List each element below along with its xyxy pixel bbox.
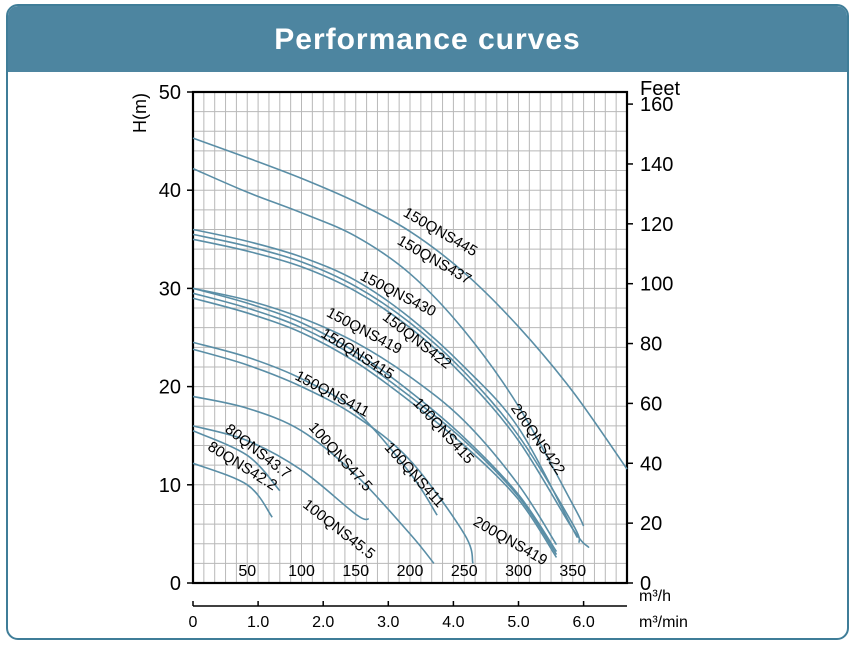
series-line-100qns415 [192,292,558,555]
y2-tick-label: 0 [640,573,651,595]
series-line-100qns411 [192,348,474,564]
series-line-100qns45-5 [192,425,370,521]
chart-frame: Performance curves [6,4,849,640]
y2-tick-label: 20 [640,513,662,535]
y2-tick-label: 80 [640,334,662,356]
series-line-150qns422 [192,233,581,544]
curve-label: 100QNS47.5 [305,419,376,495]
series-line-100qns47-5 [192,395,435,564]
series-line-150qns419 [192,287,558,546]
x2-axis-unit-label: m³/min [639,614,688,631]
y2-tick-label: 40 [640,453,662,475]
plot-frame [191,90,629,585]
series-line-150qns415 [192,287,558,553]
y2-tick-label: 160 [640,94,673,116]
series-line-200qns419 [192,297,558,558]
curve-label: 150QNS411 [292,367,372,420]
x2-tick-label: 2.0 [312,614,334,631]
series-line-150qns437 [192,167,585,527]
x2-tick-label: 0 [189,614,198,631]
curve-label: 100QNS415 [409,395,477,468]
series-line-80qns42-2 [192,462,273,518]
y-tick-label: 50 [159,82,181,104]
y-axis-label: H(m) [130,93,150,133]
series-line-200qns422 [192,238,590,549]
x-tick-label: 150 [342,563,369,580]
curve-label: 100QNS411 [381,439,448,511]
x-tick-label: 250 [451,563,478,580]
series-line-150qns445 [192,137,628,470]
x2-tick-label: 6.0 [572,614,594,631]
curve-label: 200QNS422 [507,401,568,478]
chart-title: Performance curves [274,23,581,56]
y-tick-label: 10 [159,475,181,497]
y-tick-label: 40 [159,180,181,202]
y-tick-label: 0 [170,573,181,595]
y2-tick-label: 140 [640,154,673,176]
x2-tick-label: 4.0 [442,614,464,631]
x-tick-label: 350 [559,563,586,580]
y2-tick-label: 120 [640,214,673,236]
x-axis-unit-label: m³/h [639,588,671,605]
series-line-150qns411 [192,341,438,516]
y-tick-label: 20 [159,377,181,399]
x2-tick-label: 5.0 [507,614,529,631]
x-tick-label: 100 [288,563,315,580]
x2-tick-label: 1.0 [247,614,269,631]
x2-tick-label: 3.0 [377,614,399,631]
y2-tick-label: 60 [640,393,662,415]
x-tick-label: 50 [238,563,256,580]
series-line-80qns43-7 [192,430,281,492]
y-tick-label: 30 [159,278,181,300]
y2-axis-label: Feet [640,78,680,100]
x-tick-label: 200 [397,563,424,580]
series-line-150qns430 [192,228,578,538]
y2-tick-label: 100 [640,274,673,296]
header-bar: Performance curves [8,6,847,72]
x-tick-label: 300 [505,563,532,580]
